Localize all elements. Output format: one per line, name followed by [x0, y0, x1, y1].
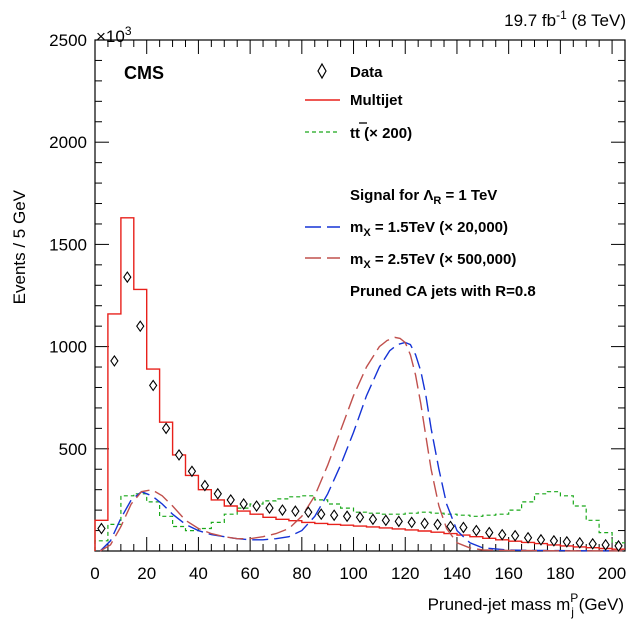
data-point — [123, 271, 132, 284]
data-point — [510, 529, 520, 542]
data-point — [226, 493, 235, 506]
data-point — [485, 526, 494, 539]
data-point — [472, 524, 481, 537]
x-tick-label: 160 — [494, 564, 522, 583]
x-tick-label: 140 — [443, 564, 471, 583]
data-point — [97, 522, 106, 535]
x-tick-label: 20 — [137, 564, 156, 583]
x-tick-label: 200 — [598, 564, 626, 583]
data-point — [252, 500, 261, 512]
y-axis-label: Events / 5 GeV — [10, 189, 29, 304]
legend-sig1-label: mX = 1.5TeV (× 20,000) — [350, 219, 508, 239]
y-tick-label: 1000 — [49, 338, 87, 357]
data-point — [136, 320, 145, 333]
data-point — [148, 379, 158, 392]
series-signal-1500-line — [99, 341, 623, 552]
legend-ttbar-label: tt (× 200) — [350, 125, 412, 142]
data-point — [575, 536, 584, 549]
data-point — [381, 514, 391, 527]
data-point — [407, 516, 416, 529]
y-tick-label: 2000 — [49, 133, 87, 152]
legend: Data Multijet tt (× 200) Signal for ΛR =… — [305, 62, 536, 300]
data-point — [187, 465, 197, 478]
series-ttbar-line — [94, 491, 625, 551]
data-point — [446, 520, 455, 533]
data-point — [304, 506, 313, 519]
axis-ticks: 0 20 40 60 80 100 120 140 160 180 200 500 1000 1500 20… — [49, 31, 626, 583]
data-point — [265, 502, 274, 515]
x-tick-label: 60 — [241, 564, 260, 583]
series-signal-2500-line — [99, 336, 623, 552]
data-point — [459, 521, 468, 534]
x-axis-label: Pruned-jet mass mP j (GeV) — [428, 591, 624, 619]
legend-data-label: Data — [350, 64, 383, 81]
legend-sig2-label: mX = 2.5TeV (× 500,000) — [350, 251, 516, 271]
data-point — [174, 448, 184, 461]
x-tick-label: 100 — [339, 564, 367, 583]
x-tick-label: 120 — [391, 564, 419, 583]
data-point — [420, 517, 429, 530]
data-point — [368, 513, 378, 526]
data-point — [329, 509, 339, 522]
legend-data-marker — [317, 62, 327, 80]
data-point — [161, 422, 171, 435]
plot-frame — [94, 39, 626, 552]
data-point — [110, 354, 119, 367]
data-point — [213, 487, 222, 500]
y-tick-label: 1500 — [49, 235, 87, 254]
data-point — [355, 511, 365, 524]
data-point — [317, 508, 326, 521]
data-point — [291, 505, 300, 518]
data-point — [588, 537, 597, 550]
data-point — [433, 518, 442, 531]
data-point — [342, 510, 352, 523]
y-tick-label: 2500 — [49, 31, 87, 50]
experiment-label: CMS — [124, 63, 164, 83]
y-scale-multiplier: ×103 — [96, 24, 132, 46]
data-point — [549, 534, 559, 547]
y-tick-label: 500 — [59, 440, 87, 459]
header-lumi: 19.7 fb-1 (8 TeV) — [504, 8, 626, 30]
legend-multijet-label: Multijet — [350, 92, 403, 109]
data-point — [614, 539, 623, 552]
x-tick-label: 80 — [292, 564, 311, 583]
legend-jets-note: Pruned CA jets with R=0.8 — [350, 283, 536, 300]
x-tick-label: 180 — [546, 564, 574, 583]
data-point — [278, 504, 287, 517]
data-point — [498, 528, 507, 541]
data-point — [536, 533, 546, 546]
x-tick-label: 0 — [90, 564, 99, 583]
data-point — [394, 515, 403, 528]
data-point — [239, 498, 248, 510]
x-tick-label: 40 — [189, 564, 208, 583]
data-point — [601, 538, 610, 551]
data-point — [562, 535, 572, 548]
data-point — [523, 531, 533, 544]
series-layer — [94, 217, 625, 552]
legend-signal-title: Signal for ΛR = 1 TeV — [350, 187, 497, 207]
data-point — [200, 479, 210, 492]
